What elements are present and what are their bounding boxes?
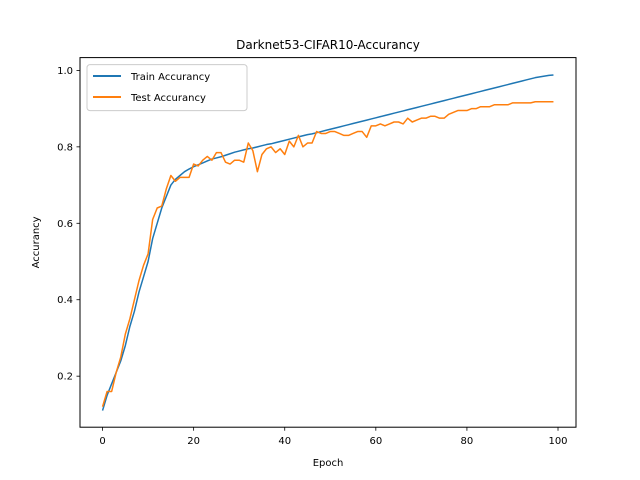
legend: Train Accurancy Test Accurancy (86, 64, 248, 112)
y-tick-label: 0.8 (57, 142, 73, 153)
x-tick-label: 80 (461, 436, 474, 447)
y-tick-label: 0.6 (57, 219, 73, 230)
y-tick-label: 0.2 (57, 372, 73, 383)
y-tick-label: 1.0 (57, 66, 73, 77)
test-accurancy-line (101, 101, 554, 407)
y-tick-label: 0.4 (57, 295, 73, 306)
x-tick-label: 20 (187, 436, 200, 447)
x-axis-ticks: 0 20 40 60 80 100 (99, 427, 568, 447)
x-tick-label: 100 (548, 436, 567, 447)
legend-train-label: Train Accurancy (130, 72, 210, 83)
x-axis-label: Epoch (313, 458, 344, 469)
chart-title: Darknet53-CIFAR10-Accurancy (236, 38, 420, 52)
legend-test-label: Test Accurancy (130, 93, 206, 104)
x-tick-label: 60 (369, 436, 382, 447)
y-axis-ticks: 0.2 0.4 0.6 0.8 1.0 (57, 66, 80, 383)
plot-frame (79, 57, 577, 428)
legend-box (86, 64, 248, 112)
series-layer (101, 74, 554, 411)
y-axis-label: Accurancy (31, 216, 42, 268)
train-accurancy-line (101, 74, 554, 411)
plot-area: 0 20 40 60 80 100 0.2 0.4 0.6 0.8 1.0 (57, 57, 577, 447)
x-tick-label: 40 (278, 436, 291, 447)
x-tick-label: 0 (99, 436, 105, 447)
